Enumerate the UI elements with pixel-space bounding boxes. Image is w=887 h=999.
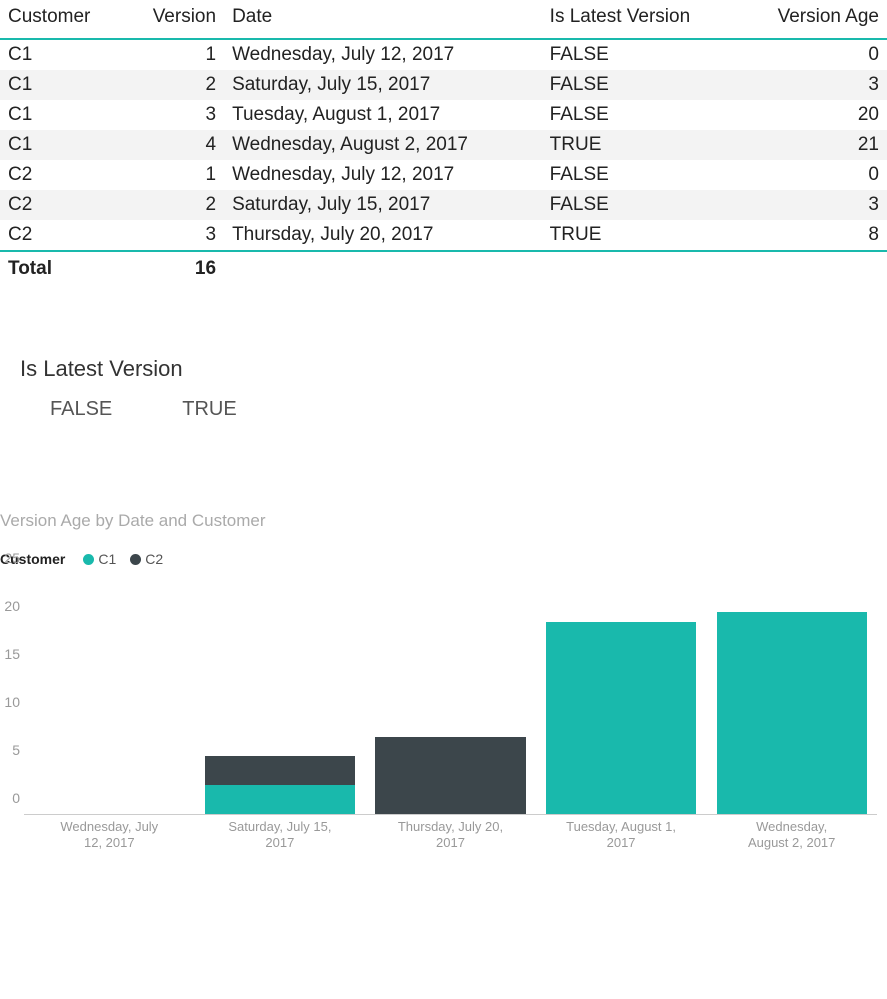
y-axis-tick: 10 xyxy=(0,694,20,710)
table-row[interactable]: C11Wednesday, July 12, 2017FALSE0 xyxy=(0,39,887,70)
cell-age: 8 xyxy=(739,220,887,251)
table-row[interactable]: C12Saturday, July 15, 2017FALSE3 xyxy=(0,70,887,100)
cell-date: Thursday, July 20, 2017 xyxy=(224,220,542,251)
legend-series-label: C2 xyxy=(145,551,163,567)
legend-swatch-icon xyxy=(83,554,94,565)
cell-customer: C2 xyxy=(0,160,124,190)
bar-segment[interactable] xyxy=(375,737,525,814)
data-table: Customer Version Date Is Latest Version … xyxy=(0,0,887,286)
x-axis-label: Tuesday, August 1,2017 xyxy=(536,819,707,852)
cell-is-latest: TRUE xyxy=(542,220,739,251)
total-version-sum: 16 xyxy=(124,251,224,286)
col-is-latest[interactable]: Is Latest Version xyxy=(542,0,739,39)
cell-customer: C1 xyxy=(0,39,124,70)
cell-customer: C1 xyxy=(0,130,124,160)
cell-customer: C1 xyxy=(0,100,124,130)
cell-age: 0 xyxy=(739,160,887,190)
cell-date: Saturday, July 15, 2017 xyxy=(224,190,542,220)
cell-date: Tuesday, August 1, 2017 xyxy=(224,100,542,130)
cell-customer: C2 xyxy=(0,220,124,251)
cell-version: 2 xyxy=(124,70,224,100)
chart-title: Version Age by Date and Customer xyxy=(0,511,887,531)
cell-version: 4 xyxy=(124,130,224,160)
bar-group xyxy=(24,575,195,814)
table-row[interactable]: C13Tuesday, August 1, 2017FALSE20 xyxy=(0,100,887,130)
bar-group xyxy=(195,575,366,814)
legend-series-label: C1 xyxy=(98,551,116,567)
cell-age: 3 xyxy=(739,70,887,100)
col-version[interactable]: Version xyxy=(124,0,224,39)
bar-group xyxy=(706,575,877,814)
table-row[interactable]: C14Wednesday, August 2, 2017TRUE21 xyxy=(0,130,887,160)
y-axis-tick: 15 xyxy=(0,646,20,662)
chart-plot-area: 0510152025 Wednesday, July12, 2017Saturd… xyxy=(24,575,877,855)
cell-version: 3 xyxy=(124,100,224,130)
table-row[interactable]: C21Wednesday, July 12, 2017FALSE0 xyxy=(0,160,887,190)
table-row[interactable]: C23Thursday, July 20, 2017TRUE8 xyxy=(0,220,887,251)
col-age[interactable]: Version Age xyxy=(739,0,887,39)
cell-version: 1 xyxy=(124,39,224,70)
chart-legend: Customer C1C2 xyxy=(0,551,887,567)
table-row[interactable]: C22Saturday, July 15, 2017FALSE3 xyxy=(0,190,887,220)
slicer-title: Is Latest Version xyxy=(20,356,887,382)
x-axis-label: Thursday, July 20,2017 xyxy=(365,819,536,852)
cell-version: 1 xyxy=(124,160,224,190)
y-axis-tick: 20 xyxy=(0,598,20,614)
cell-is-latest: FALSE xyxy=(542,70,739,100)
table-total-row: Total 16 xyxy=(0,251,887,286)
legend-item[interactable]: C1 xyxy=(83,551,116,567)
cell-age: 20 xyxy=(739,100,887,130)
cell-customer: C2 xyxy=(0,190,124,220)
cell-version: 3 xyxy=(124,220,224,251)
cell-is-latest: TRUE xyxy=(542,130,739,160)
col-customer[interactable]: Customer xyxy=(0,0,124,39)
total-label: Total xyxy=(0,251,124,286)
y-axis-tick: 25 xyxy=(0,550,20,566)
bar-group xyxy=(365,575,536,814)
legend-item[interactable]: C2 xyxy=(130,551,163,567)
cell-age: 21 xyxy=(739,130,887,160)
x-axis-label: Saturday, July 15,2017 xyxy=(195,819,366,852)
x-axis-label: Wednesday,August 2, 2017 xyxy=(706,819,877,852)
cell-is-latest: FALSE xyxy=(542,160,739,190)
cell-date: Saturday, July 15, 2017 xyxy=(224,70,542,100)
cell-date: Wednesday, July 12, 2017 xyxy=(224,160,542,190)
bar-segment[interactable] xyxy=(205,756,355,785)
cell-age: 3 xyxy=(739,190,887,220)
y-axis-tick: 5 xyxy=(0,742,20,758)
cell-version: 2 xyxy=(124,190,224,220)
slicer-option[interactable]: TRUE xyxy=(182,398,236,421)
cell-is-latest: FALSE xyxy=(542,100,739,130)
legend-swatch-icon xyxy=(130,554,141,565)
y-axis-tick: 0 xyxy=(0,790,20,806)
slicer-option[interactable]: FALSE xyxy=(50,398,112,421)
bar-segment[interactable] xyxy=(717,612,867,814)
bar-group xyxy=(536,575,707,814)
bar-segment[interactable] xyxy=(205,785,355,814)
chart-container: Version Age by Date and Customer Custome… xyxy=(0,511,887,855)
cell-customer: C1 xyxy=(0,70,124,100)
cell-date: Wednesday, July 12, 2017 xyxy=(224,39,542,70)
cell-age: 0 xyxy=(739,39,887,70)
slicer-is-latest: Is Latest Version FALSE TRUE xyxy=(20,356,887,421)
cell-is-latest: FALSE xyxy=(542,190,739,220)
bar-segment[interactable] xyxy=(546,622,696,814)
cell-date: Wednesday, August 2, 2017 xyxy=(224,130,542,160)
cell-is-latest: FALSE xyxy=(542,39,739,70)
x-axis-label: Wednesday, July12, 2017 xyxy=(24,819,195,852)
table-header-row: Customer Version Date Is Latest Version … xyxy=(0,0,887,39)
col-date[interactable]: Date xyxy=(224,0,542,39)
